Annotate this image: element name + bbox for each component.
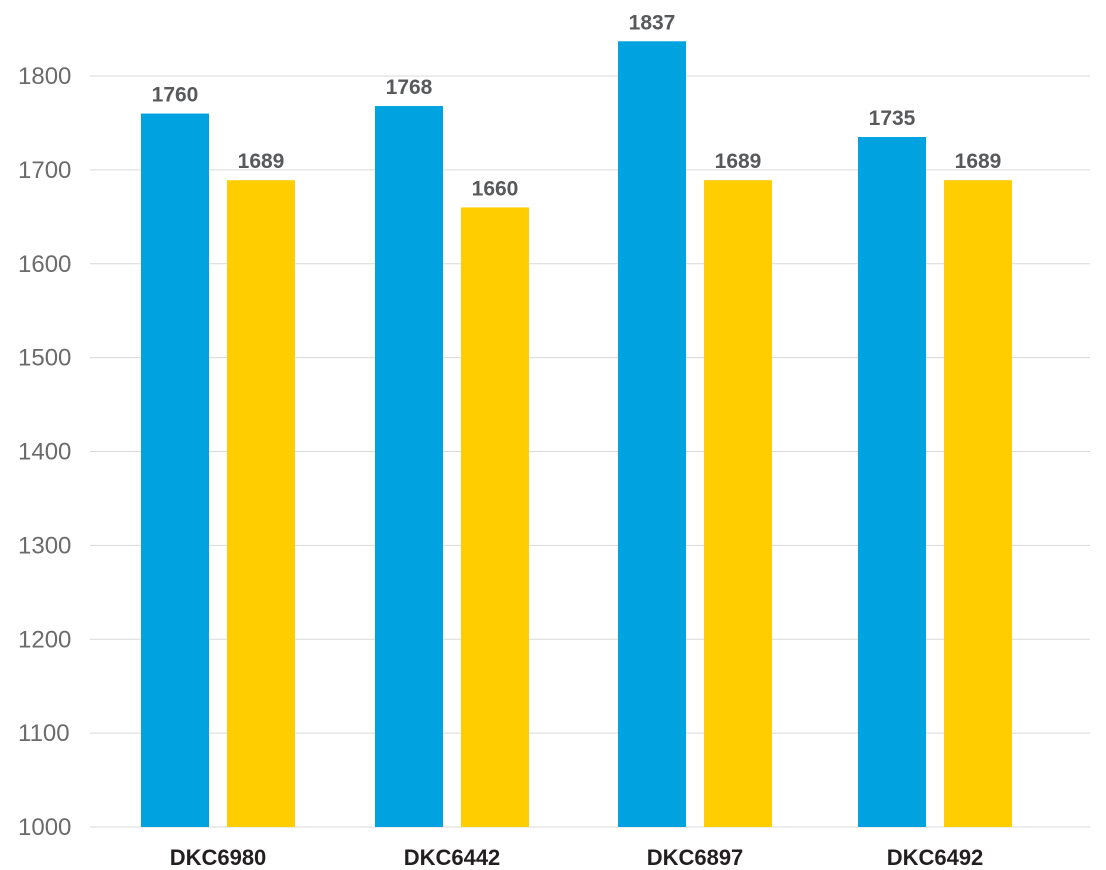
y-tick-label: 1300: [18, 532, 71, 559]
data-label: 1768: [386, 76, 433, 99]
data-label: 1689: [238, 150, 285, 173]
data-labels: 1760 1689 1768 1660 1837 1689 1735 1689: [152, 11, 1002, 200]
bar-DKC6980-series-1: [141, 113, 209, 828]
bar-DKC6442-series-2: [461, 207, 529, 828]
y-tick-label: 1000: [18, 814, 71, 841]
y-tick-label: 1800: [18, 63, 71, 90]
x-category-label: DKC6492: [887, 845, 984, 870]
y-axis: 1000 1100 1200 1300 1400 1500 1600 1700 1800: [18, 63, 71, 841]
y-tick-label: 1200: [18, 626, 71, 653]
data-label: 1760: [152, 84, 199, 107]
y-tick-label: 1600: [18, 251, 71, 278]
bar-DKC6980-series-2: [227, 180, 295, 828]
data-label: 1735: [869, 107, 916, 130]
x-category-label: DKC6442: [404, 845, 501, 870]
y-tick-label: 1400: [18, 439, 71, 466]
data-label: 1689: [955, 150, 1002, 173]
data-label: 1660: [472, 177, 519, 200]
data-label: 1689: [715, 150, 762, 173]
x-axis: DKC6980 DKC6442 DKC6897 DKC6492: [170, 845, 984, 870]
bar-DKC6442-series-1: [375, 106, 443, 828]
bar-DKC6492-series-2: [944, 180, 1012, 828]
bar-DKC6897-series-2: [704, 180, 772, 828]
y-tick-label: 1100: [18, 720, 70, 747]
bar-DKC6492-series-1: [858, 137, 926, 828]
y-tick-label: 1500: [18, 345, 71, 372]
bars: [141, 41, 1012, 828]
y-tick-label: 1700: [18, 157, 71, 184]
x-category-label: DKC6980: [170, 845, 267, 870]
data-label: 1837: [629, 11, 676, 34]
x-category-label: DKC6897: [647, 845, 744, 870]
bar-DKC6897-series-1: [618, 41, 686, 828]
